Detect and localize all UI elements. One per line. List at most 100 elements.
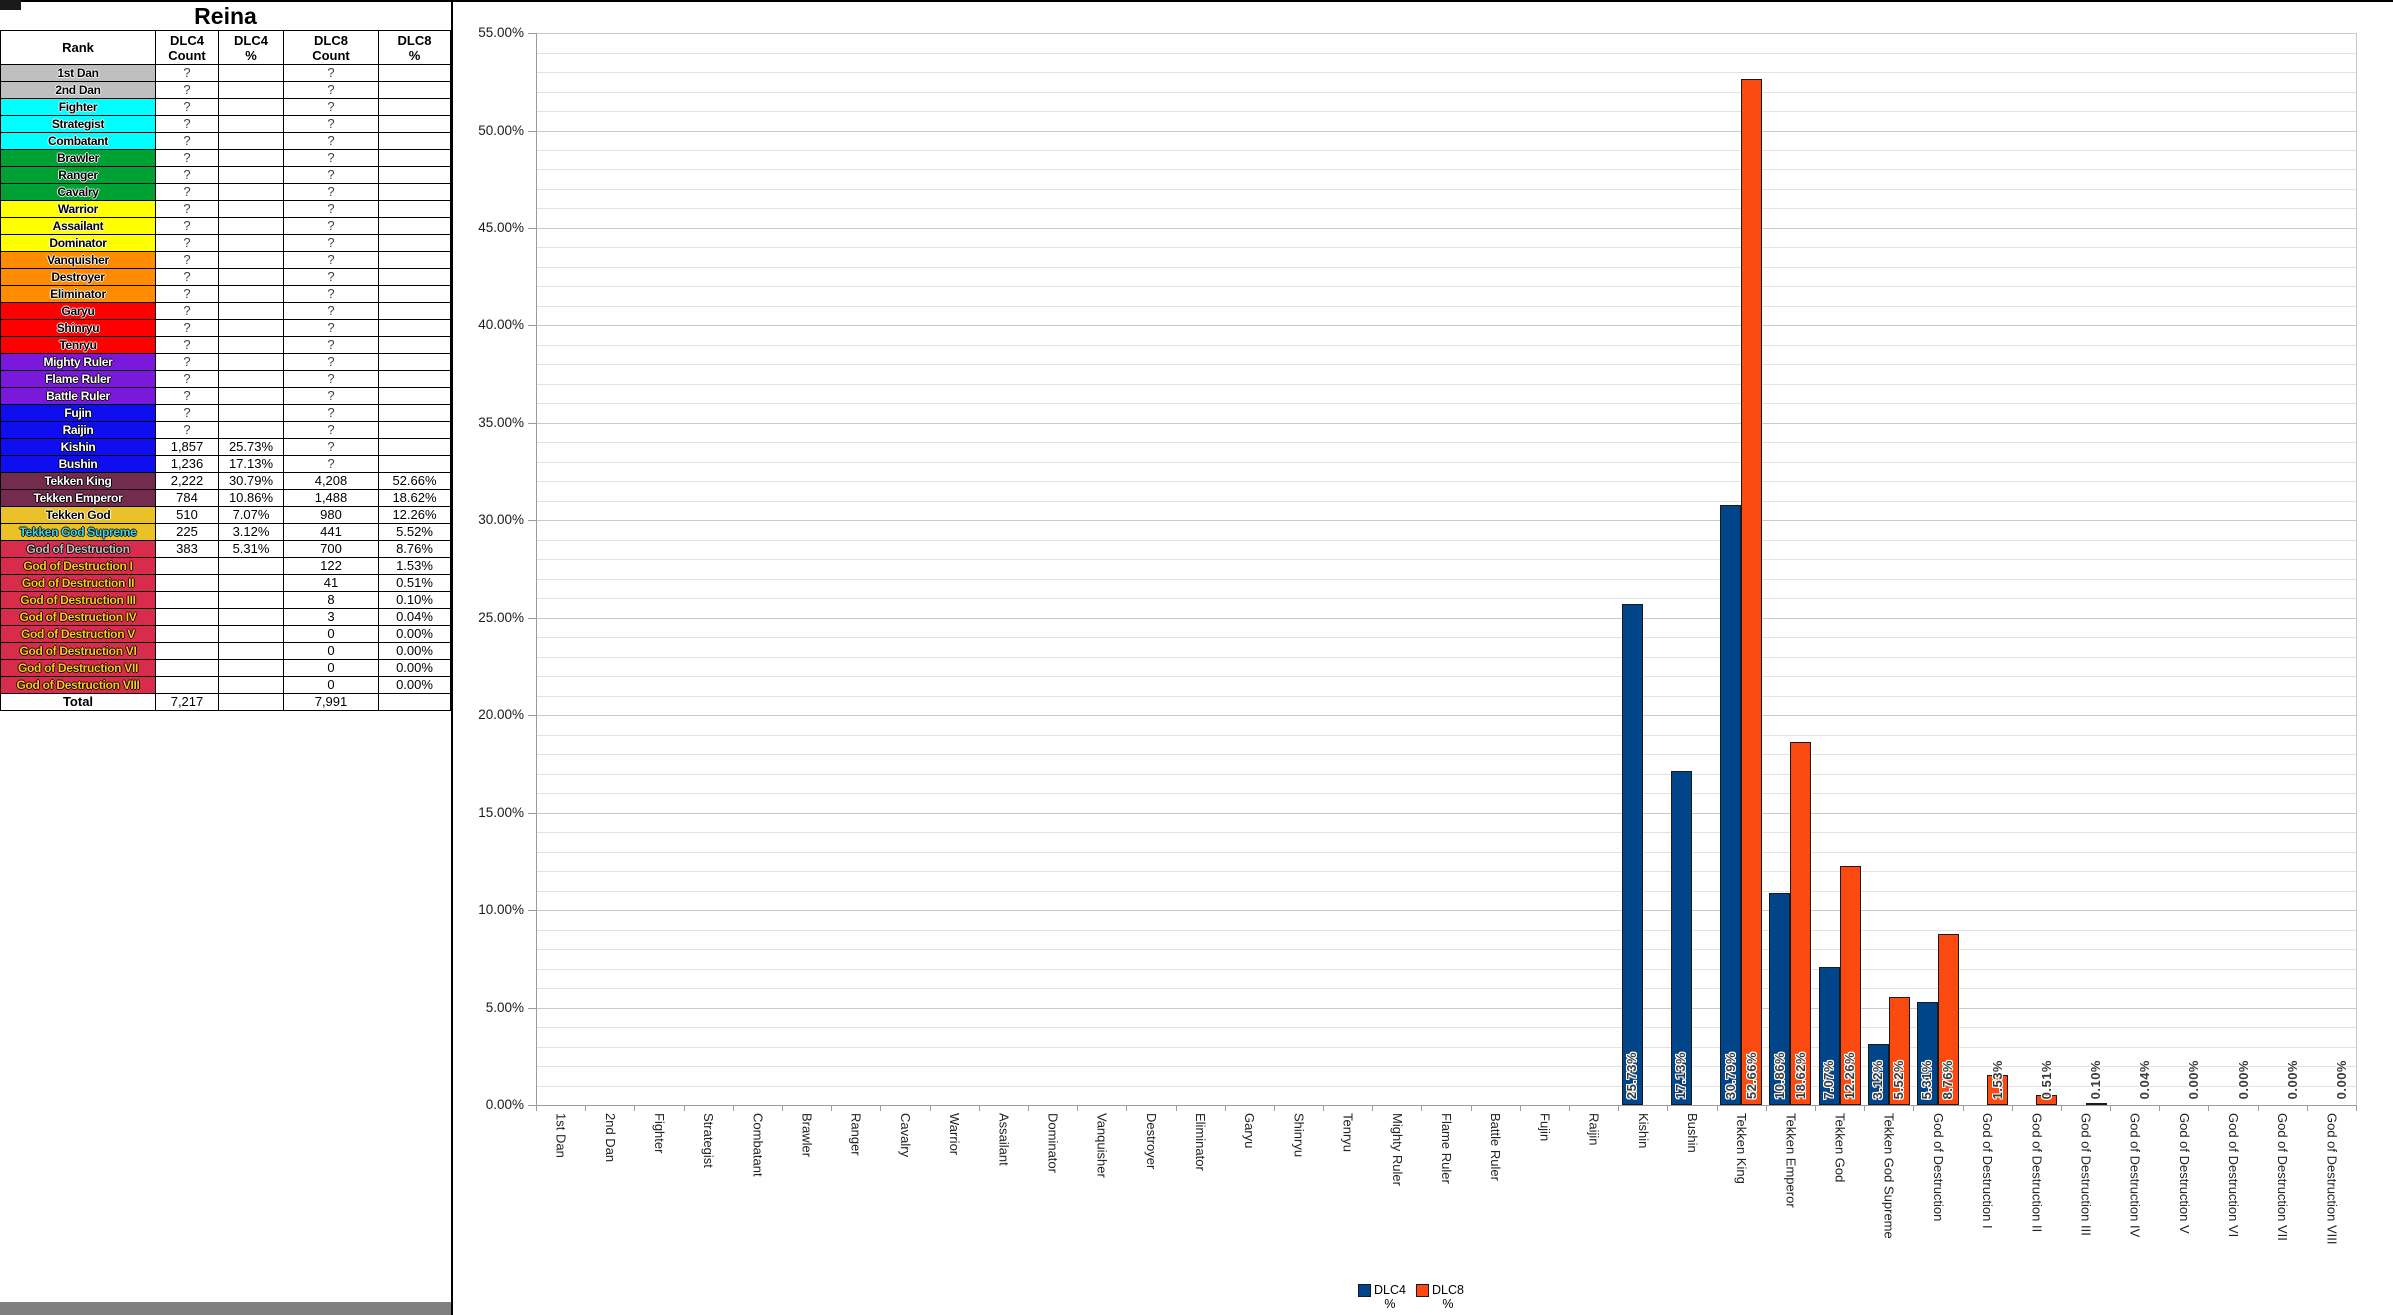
cell-dlc4-count[interactable]: ? bbox=[155, 81, 219, 99]
rank-cell[interactable]: Dominator bbox=[0, 234, 156, 252]
cell-dlc8-pct[interactable]: 0.10% bbox=[378, 591, 451, 609]
rank-cell[interactable]: God of Destruction IV bbox=[0, 608, 156, 626]
cell-dlc8-pct[interactable] bbox=[378, 268, 451, 286]
rank-cell[interactable]: Assailant bbox=[0, 217, 156, 235]
rank-cell[interactable]: Tekken Emperor bbox=[0, 489, 156, 507]
cell-dlc8-count[interactable]: ? bbox=[283, 302, 379, 320]
cell-dlc4-count[interactable] bbox=[155, 574, 219, 592]
rank-cell[interactable]: God of Destruction II bbox=[0, 574, 156, 592]
cell-dlc8-count[interactable]: ? bbox=[283, 64, 379, 82]
rank-cell[interactable]: Vanquisher bbox=[0, 251, 156, 269]
cell-dlc8-count[interactable]: ? bbox=[283, 251, 379, 269]
cell-dlc4-count[interactable]: ? bbox=[155, 234, 219, 252]
cell-dlc4-pct[interactable] bbox=[218, 183, 284, 201]
cell-dlc8-pct[interactable] bbox=[378, 132, 451, 150]
cell-dlc4-pct[interactable]: 5.31% bbox=[218, 540, 284, 558]
cell-dlc4-pct[interactable] bbox=[218, 166, 284, 184]
cell-dlc8-count[interactable]: ? bbox=[283, 115, 379, 133]
cell-dlc4-count[interactable]: ? bbox=[155, 183, 219, 201]
rank-cell[interactable]: Strategist bbox=[0, 115, 156, 133]
cell-dlc4-count[interactable]: 2,222 bbox=[155, 472, 219, 490]
rank-cell[interactable]: Eliminator bbox=[0, 285, 156, 303]
cell-dlc8-count[interactable]: 122 bbox=[283, 557, 379, 575]
cell-dlc4-pct[interactable] bbox=[218, 608, 284, 626]
cell-dlc8-pct[interactable]: 52.66% bbox=[378, 472, 451, 490]
cell-dlc8-count[interactable]: ? bbox=[283, 387, 379, 405]
cell-dlc4-count[interactable]: ? bbox=[155, 200, 219, 218]
cell-dlc8-count[interactable]: ? bbox=[283, 336, 379, 354]
cell-dlc4-pct[interactable] bbox=[218, 370, 284, 388]
header-dlc4-pct[interactable]: DLC4% bbox=[218, 30, 284, 65]
cell-dlc8-pct[interactable] bbox=[378, 285, 451, 303]
rank-cell[interactable]: Garyu bbox=[0, 302, 156, 320]
cell-dlc4-pct[interactable] bbox=[218, 591, 284, 609]
rank-cell[interactable]: Tekken God bbox=[0, 506, 156, 524]
rank-cell[interactable]: 2nd Dan bbox=[0, 81, 156, 99]
rank-cell[interactable]: Warrior bbox=[0, 200, 156, 218]
cell-dlc8-count[interactable]: 4,208 bbox=[283, 472, 379, 490]
cell-dlc4-pct[interactable] bbox=[218, 132, 284, 150]
rank-cell[interactable]: God of Destruction VIII bbox=[0, 676, 156, 694]
cell-dlc8-pct[interactable] bbox=[378, 421, 451, 439]
cell-dlc4-count[interactable]: ? bbox=[155, 387, 219, 405]
cell-dlc8-count[interactable]: ? bbox=[283, 285, 379, 303]
cell-dlc8-pct[interactable] bbox=[378, 81, 451, 99]
rank-cell[interactable]: Flame Ruler bbox=[0, 370, 156, 388]
cell-dlc4-pct[interactable] bbox=[218, 625, 284, 643]
cell-dlc4-pct[interactable] bbox=[218, 557, 284, 575]
cell-dlc4-pct[interactable]: 25.73% bbox=[218, 438, 284, 456]
cell-dlc8-count[interactable]: ? bbox=[283, 183, 379, 201]
cell-dlc4-pct[interactable] bbox=[218, 336, 284, 354]
cell-dlc8-count[interactable]: ? bbox=[283, 319, 379, 337]
cell-dlc4-pct[interactable] bbox=[218, 234, 284, 252]
cell-dlc8-pct[interactable] bbox=[378, 693, 451, 711]
header-rank[interactable]: Rank bbox=[0, 30, 156, 65]
cell-dlc4-count[interactable] bbox=[155, 676, 219, 694]
cell-dlc4-pct[interactable] bbox=[218, 200, 284, 218]
cell-dlc8-pct[interactable]: 1.53% bbox=[378, 557, 451, 575]
rank-cell[interactable]: Tekken God Supreme bbox=[0, 523, 156, 541]
cell-dlc4-count[interactable]: ? bbox=[155, 217, 219, 235]
cell-dlc8-pct[interactable] bbox=[378, 302, 451, 320]
rank-cell[interactable]: God of Destruction V bbox=[0, 625, 156, 643]
rank-cell[interactable]: Fujin bbox=[0, 404, 156, 422]
cell-dlc8-pct[interactable] bbox=[378, 387, 451, 405]
cell-dlc8-count[interactable]: 7,991 bbox=[283, 693, 379, 711]
rank-cell[interactable]: Total bbox=[0, 693, 156, 711]
rank-cell[interactable]: Mighty Ruler bbox=[0, 353, 156, 371]
header-dlc8-count[interactable]: DLC8 Count bbox=[283, 30, 379, 65]
cell-dlc4-count[interactable]: ? bbox=[155, 149, 219, 167]
cell-dlc8-pct[interactable]: 0.51% bbox=[378, 574, 451, 592]
cell-dlc4-count[interactable]: ? bbox=[155, 421, 219, 439]
header-dlc4-count[interactable]: DLC4 Count bbox=[155, 30, 219, 65]
cell-dlc4-pct[interactable] bbox=[218, 659, 284, 677]
cell-dlc8-count[interactable]: ? bbox=[283, 132, 379, 150]
rank-cell[interactable]: 1st Dan bbox=[0, 64, 156, 82]
header-dlc8-pct[interactable]: DLC8% bbox=[378, 30, 451, 65]
cell-dlc4-count[interactable]: ? bbox=[155, 285, 219, 303]
cell-dlc8-pct[interactable]: 0.00% bbox=[378, 659, 451, 677]
cell-dlc4-pct[interactable] bbox=[218, 421, 284, 439]
legend-item-dlc4[interactable]: DLC4 % bbox=[1358, 1283, 1406, 1311]
cell-dlc8-pct[interactable]: 0.00% bbox=[378, 676, 451, 694]
rank-cell[interactable]: Shinryu bbox=[0, 319, 156, 337]
cell-dlc4-pct[interactable] bbox=[218, 404, 284, 422]
cell-dlc4-count[interactable]: 1,857 bbox=[155, 438, 219, 456]
rank-cell[interactable]: God of Destruction I bbox=[0, 557, 156, 575]
cell-dlc8-pct[interactable]: 5.52% bbox=[378, 523, 451, 541]
cell-dlc8-count[interactable]: ? bbox=[283, 370, 379, 388]
cell-dlc4-count[interactable]: ? bbox=[155, 64, 219, 82]
cell-dlc4-pct[interactable] bbox=[218, 115, 284, 133]
cell-dlc8-count[interactable]: ? bbox=[283, 421, 379, 439]
cell-dlc8-pct[interactable] bbox=[378, 115, 451, 133]
rank-cell[interactable]: Combatant bbox=[0, 132, 156, 150]
rank-cell[interactable]: Raijin bbox=[0, 421, 156, 439]
cell-dlc8-count[interactable]: ? bbox=[283, 149, 379, 167]
rank-cell[interactable]: God of Destruction VI bbox=[0, 642, 156, 660]
rank-cell[interactable]: Kishin bbox=[0, 438, 156, 456]
cell-dlc4-pct[interactable] bbox=[218, 302, 284, 320]
cell-dlc4-count[interactable]: 7,217 bbox=[155, 693, 219, 711]
cell-dlc8-count[interactable]: ? bbox=[283, 166, 379, 184]
cell-dlc8-pct[interactable] bbox=[378, 200, 451, 218]
rank-cell[interactable]: Cavalry bbox=[0, 183, 156, 201]
